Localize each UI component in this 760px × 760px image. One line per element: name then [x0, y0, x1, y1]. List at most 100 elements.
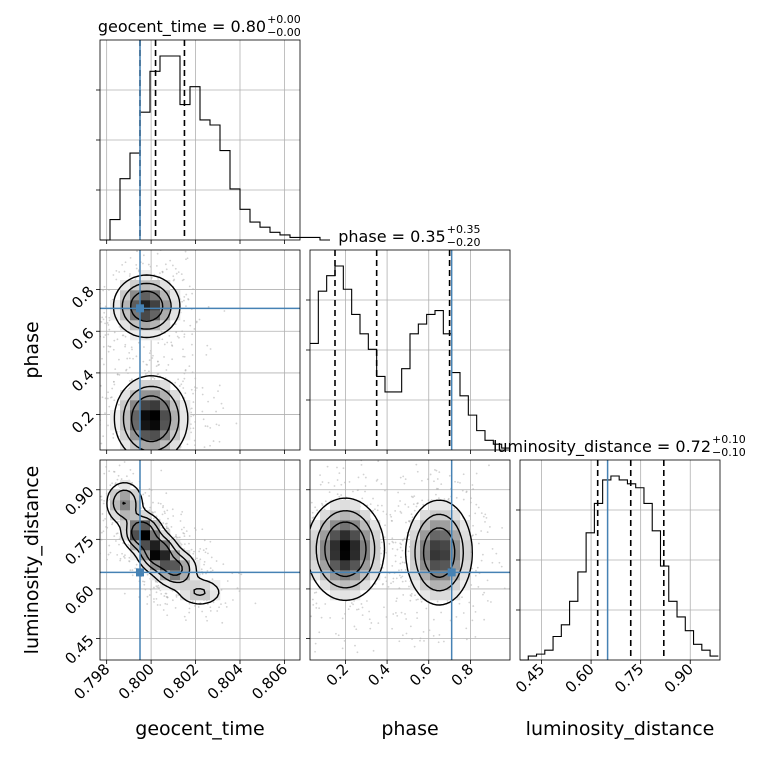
sample-point	[321, 504, 324, 507]
sample-point	[101, 316, 104, 319]
sample-point	[128, 458, 130, 460]
sample-point	[172, 275, 175, 278]
sample-point	[128, 366, 131, 369]
sample-point	[177, 271, 180, 274]
sample-point	[480, 530, 483, 532]
sample-point	[314, 642, 317, 645]
sample-point	[98, 348, 100, 350]
sample-point	[171, 358, 174, 361]
sample-point	[109, 551, 112, 554]
sample-point	[356, 608, 358, 611]
sample-point	[394, 560, 397, 563]
sample-point	[199, 548, 202, 550]
sample-point	[105, 316, 107, 318]
density-cell	[160, 400, 171, 411]
sample-point	[360, 603, 363, 605]
sample-point	[183, 296, 186, 298]
sample-point	[165, 268, 168, 271]
title-main: phase = 0.35	[338, 227, 445, 246]
sample-point	[297, 512, 299, 514]
sample-point	[187, 486, 189, 488]
x-axis-label: luminosity_distance	[526, 718, 715, 740]
density-cell	[170, 300, 181, 311]
sample-point	[203, 539, 206, 542]
sample-point	[102, 519, 105, 522]
sample-point	[482, 593, 484, 596]
sample-point	[400, 543, 403, 546]
sample-point	[114, 482, 117, 484]
sample-point	[472, 524, 474, 527]
sample-point	[486, 531, 489, 534]
sample-point	[318, 631, 321, 634]
sample-point	[183, 319, 185, 322]
sample-point	[154, 463, 156, 465]
sample-point	[127, 456, 129, 458]
sample-point	[385, 580, 388, 583]
sample-point	[399, 546, 402, 549]
sample-point	[344, 612, 346, 615]
density-cell	[170, 420, 181, 431]
y-axis-label: phase	[21, 321, 43, 378]
sample-point	[149, 349, 152, 352]
sample-point	[183, 535, 186, 538]
sample-point	[235, 422, 238, 425]
sample-point	[356, 489, 359, 492]
sample-point	[125, 475, 128, 478]
density-cell	[150, 550, 161, 561]
y-tick-label: 0.75	[61, 532, 97, 568]
density-cell	[130, 310, 141, 321]
sample-point	[436, 600, 439, 603]
sample-point	[91, 452, 93, 454]
sample-point	[124, 345, 126, 348]
sample-point	[372, 509, 374, 512]
sample-point	[180, 383, 183, 386]
sample-point	[192, 392, 194, 395]
sample-point	[149, 265, 152, 268]
sample-point	[221, 621, 224, 624]
sample-point	[102, 363, 105, 366]
density-cell	[130, 490, 141, 501]
sample-point	[118, 520, 120, 523]
sample-point	[454, 480, 456, 483]
sample-point	[183, 336, 186, 338]
sample-point	[420, 479, 423, 482]
sample-point	[312, 681, 314, 683]
sample-point	[153, 586, 155, 589]
sample-point	[404, 478, 407, 481]
sample-point	[179, 491, 181, 493]
sample-point	[374, 508, 376, 511]
sample-point	[302, 582, 304, 584]
sample-point	[362, 473, 365, 476]
density-cell	[340, 570, 351, 581]
sample-point	[502, 682, 504, 684]
sample-point	[440, 611, 443, 614]
title-minus: −0.10	[712, 446, 746, 459]
density-cell	[350, 570, 361, 581]
sample-point	[483, 618, 486, 621]
sample-point	[205, 547, 208, 550]
sample-point	[157, 502, 160, 505]
sample-point	[193, 550, 195, 553]
sample-point	[291, 505, 293, 507]
sample-point	[152, 501, 154, 504]
sample-point	[209, 606, 212, 609]
density-cell	[340, 550, 351, 561]
sample-point	[136, 462, 138, 464]
density-cell	[370, 530, 381, 541]
sample-point	[118, 358, 120, 361]
sample-point	[482, 515, 485, 518]
sample-point	[472, 605, 475, 607]
sample-point	[324, 603, 327, 605]
sample-point	[465, 490, 468, 493]
density-cell	[210, 590, 221, 601]
sample-point	[173, 465, 175, 467]
sample-point	[207, 306, 210, 308]
density-cell	[130, 410, 141, 421]
sample-point	[385, 616, 388, 618]
sample-point	[361, 606, 364, 609]
sample-point	[152, 517, 155, 520]
y-tick-label: 0.8	[68, 283, 98, 313]
sample-point	[183, 456, 185, 458]
sample-point	[165, 525, 168, 528]
sample-point	[306, 465, 308, 467]
